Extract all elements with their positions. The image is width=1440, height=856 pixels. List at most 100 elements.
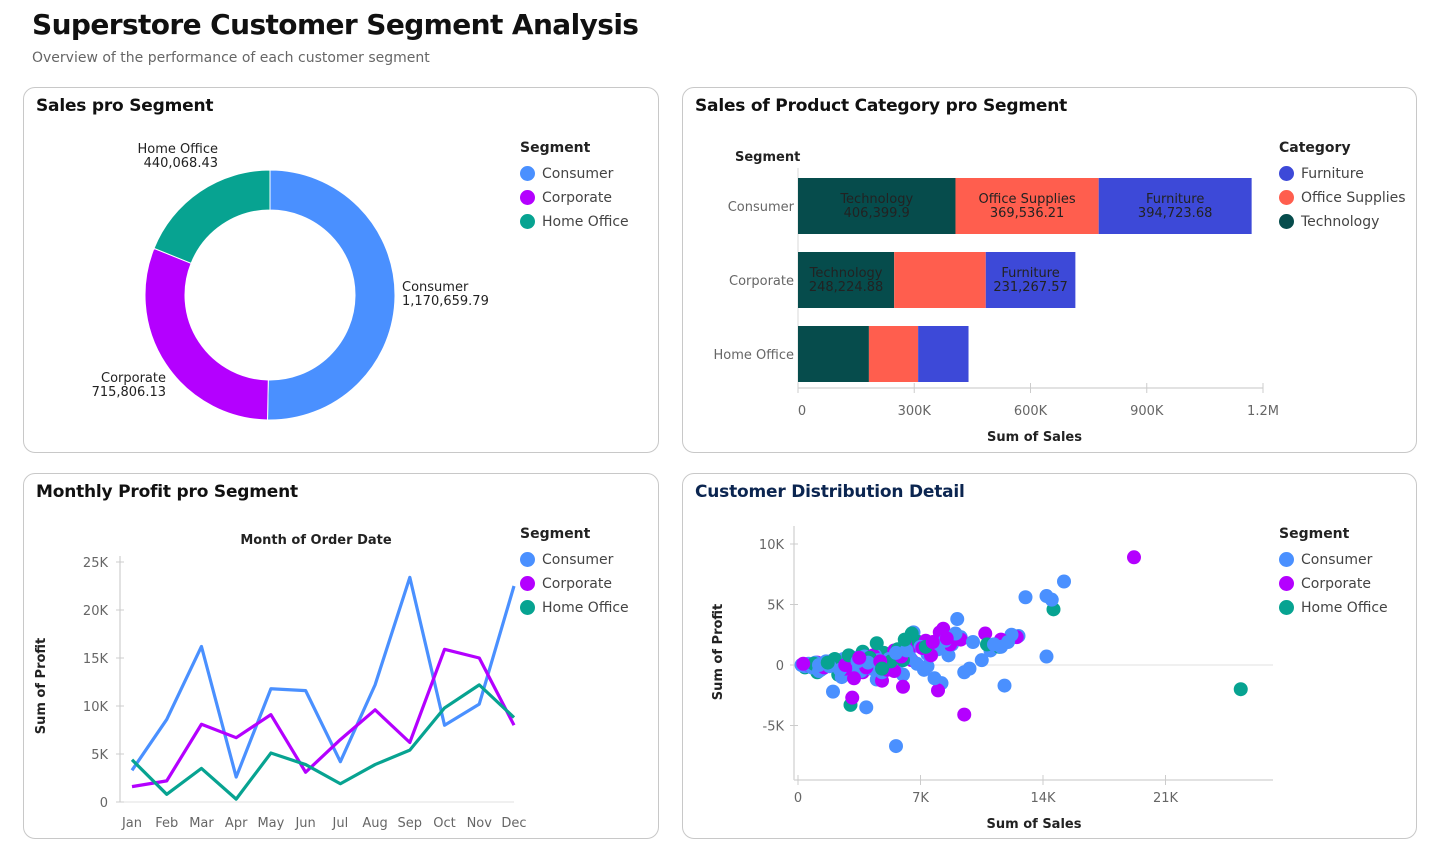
- bar-segment-technology: [798, 178, 956, 234]
- x-tick-label: Nov: [467, 816, 493, 831]
- page-subtitle: Overview of the performance of each cust…: [32, 50, 430, 66]
- customer-distribution-card: Customer Distribution Detail 10K 5K 0 -5K 0 7…: [682, 473, 1417, 839]
- y-tick-label: 25K: [83, 556, 109, 571]
- legend-item-home-office[interactable]: Home Office: [1279, 592, 1388, 623]
- x-tick-label: 300K: [898, 404, 932, 419]
- bar-segment-furniture: [1098, 178, 1252, 234]
- legend-label: Home Office: [542, 599, 629, 616]
- bar-segment-furniture: [918, 326, 969, 382]
- legend-item-corporate[interactable]: Corporate: [1279, 568, 1388, 599]
- bar-segment-technology: [798, 252, 895, 308]
- scatter-legend: Segment Consumer Corporate Home Office: [1279, 526, 1388, 623]
- x-tick-label: Dec: [501, 816, 526, 831]
- card-title: Sales of Product Category pro Segment: [695, 96, 1068, 116]
- scatter-point-consumer: [910, 656, 924, 671]
- donut-slice-consumer: [266, 169, 396, 421]
- legend-item-home-office[interactable]: Home Office: [520, 206, 629, 237]
- x-tick-label: Feb: [155, 816, 178, 831]
- scatter-point-consumer: [974, 653, 989, 668]
- scatter-point-consumer: [1057, 574, 1071, 589]
- legend-label: Furniture: [1301, 165, 1364, 182]
- x-tick-label: Aug: [362, 816, 387, 831]
- scatter-point-corporate: [957, 707, 972, 722]
- legend-dot: [1279, 190, 1294, 205]
- scatter-point-consumer: [1018, 590, 1033, 605]
- x-tick-label: May: [257, 816, 284, 831]
- bar-segment-furniture: [985, 252, 1076, 308]
- line-series-consumer: [130, 575, 516, 779]
- legend-item-technology[interactable]: Technology: [1279, 206, 1406, 237]
- scatter-point-home-office: [820, 655, 835, 670]
- legend-label: Consumer: [542, 165, 614, 182]
- bar-segment-office-supplies: [955, 178, 1099, 234]
- card-title: Monthly Profit pro Segment: [36, 482, 298, 502]
- legend-item-consumer[interactable]: Consumer: [1279, 544, 1388, 575]
- scatter-point-corporate: [896, 679, 910, 694]
- y-tick-label: Corporate: [729, 274, 794, 289]
- y-tick-label: 0: [100, 796, 108, 811]
- legend-item-furniture[interactable]: Furniture: [1279, 158, 1406, 189]
- scatter-point-corporate: [1127, 550, 1141, 565]
- bar-category-label: Furniture: [1146, 192, 1204, 207]
- legend-dot: [520, 600, 535, 615]
- scatter-point-corporate: [852, 650, 867, 665]
- x-tick-label: 900K: [1130, 404, 1164, 419]
- page-title: Superstore Customer Segment Analysis: [32, 8, 639, 41]
- bar-value-label: 406,399.9: [844, 206, 910, 221]
- scatter-point-home-office: [875, 661, 889, 676]
- donut-slice-home-office: [153, 169, 271, 264]
- y-tick-label: 10K: [83, 700, 109, 715]
- legend-item-consumer[interactable]: Consumer: [520, 158, 629, 189]
- legend-item-office-supplies[interactable]: Office Supplies: [1279, 182, 1406, 213]
- category-legend: Category Furniture Office Supplies Techn…: [1279, 140, 1406, 237]
- legend-label: Corporate: [1301, 575, 1371, 592]
- bar-category-label: Technology: [809, 266, 883, 281]
- x-tick-label: Jan: [121, 816, 142, 831]
- legend-dot: [520, 576, 535, 591]
- legend-item-consumer[interactable]: Consumer: [520, 544, 629, 575]
- legend-label: Corporate: [542, 575, 612, 592]
- slice-value-label: 715,806.13: [92, 385, 166, 400]
- scatter-point-consumer: [987, 637, 1001, 652]
- legend-item-corporate[interactable]: Corporate: [520, 182, 629, 213]
- legend-dot: [520, 166, 535, 181]
- legend-dot: [1279, 552, 1294, 567]
- slice-value-label: 1,170,659.79: [402, 294, 489, 309]
- y-axis-title: Sum of Profit: [711, 604, 726, 701]
- legend-label: Consumer: [1301, 551, 1373, 568]
- legend-dot: [520, 190, 535, 205]
- legend-dot: [520, 214, 535, 229]
- y-tick-label: Consumer: [728, 200, 795, 215]
- x-tick-label: Mar: [189, 816, 214, 831]
- scatter-point-consumer: [1001, 635, 1015, 650]
- slice-label: Home Office: [138, 142, 218, 157]
- scatter-point-home-office: [869, 636, 884, 651]
- scatter-point-consumer: [927, 671, 942, 686]
- bar-value-label: 248,224.88: [809, 280, 883, 295]
- x-axis-title: Sum of Sales: [987, 817, 1082, 832]
- y-tick-label: 15K: [83, 652, 109, 667]
- legend-dot: [1279, 576, 1294, 591]
- line-legend: Segment Consumer Corporate Home Office: [520, 526, 629, 623]
- bar-value-label: 231,267.57: [993, 280, 1067, 295]
- x-tick-label: 14K: [1030, 791, 1056, 806]
- line-chart: Month of Order Date Sum of Profit 0 5K 10K 15…: [34, 533, 527, 831]
- stacked-bar-chart: Segment 0 300K 600K 900K 1.2M Sum of Sales Cons…: [714, 150, 1279, 445]
- legend-label: Home Office: [542, 213, 629, 230]
- legend-title: Segment: [520, 140, 591, 156]
- y-tick-label: 0: [776, 659, 784, 674]
- legend-dot: [520, 552, 535, 567]
- legend-title: Category: [1279, 140, 1351, 156]
- scatter-point-consumer: [941, 648, 956, 663]
- x-tick-label: Oct: [433, 816, 455, 831]
- legend-item-home-office[interactable]: Home Office: [520, 592, 629, 623]
- line-series-home-office: [130, 683, 516, 801]
- scatter-point-corporate: [847, 671, 861, 686]
- legend-label: Corporate: [542, 189, 612, 206]
- scatter-point-consumer: [920, 659, 935, 674]
- scatter-point-consumer: [899, 643, 914, 658]
- y-tick-label: 20K: [83, 604, 109, 619]
- legend-item-corporate[interactable]: Corporate: [520, 568, 629, 599]
- legend-dot: [1279, 600, 1294, 615]
- slice-label: Consumer: [402, 280, 469, 295]
